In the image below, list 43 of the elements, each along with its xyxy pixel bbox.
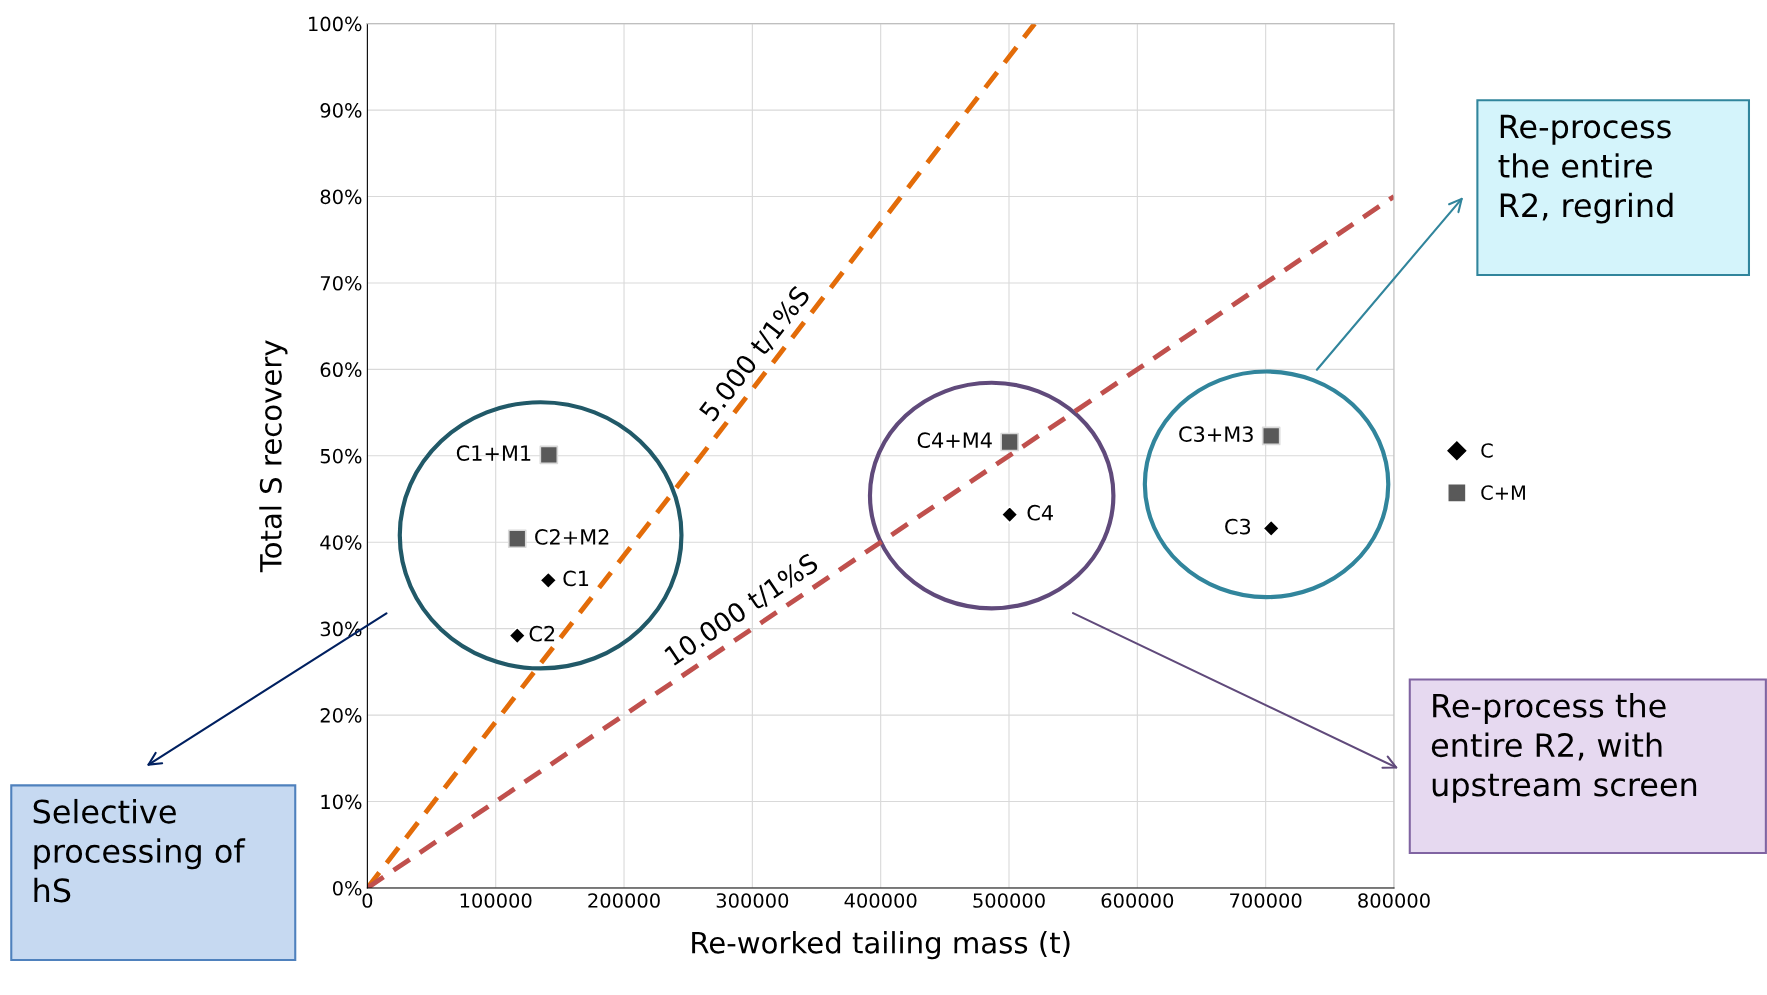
y-tick-label: 90% <box>320 103 362 118</box>
x-tick-label: 100000 <box>460 893 532 908</box>
legend-label: C+M <box>1481 485 1525 500</box>
point <box>1000 432 1019 452</box>
y-tick-label: 50% <box>320 448 362 464</box>
point <box>539 571 558 590</box>
y-tick-label: 20% <box>320 708 362 723</box>
x-tick-label: 800000 <box>1358 893 1430 908</box>
x-tick-label: 0 <box>362 893 373 908</box>
x-tick-label: 300000 <box>716 893 789 908</box>
x-tick-label: 500000 <box>973 893 1045 908</box>
y-tick-label: 0% <box>332 880 362 896</box>
annotation: C4+M4 <box>917 432 992 449</box>
y-tick-label: 60% <box>320 362 362 378</box>
point <box>539 445 559 465</box>
y-tick-label: 100% <box>309 16 362 32</box>
point <box>1262 519 1281 538</box>
point <box>1000 505 1019 524</box>
x-axis-title: Re-worked tailing mass (t) <box>692 931 1070 960</box>
annotation: C1 <box>563 570 589 587</box>
y-tick-label: 40% <box>320 535 362 550</box>
point <box>507 529 527 549</box>
text: Selective processing of hS <box>33 798 246 903</box>
y-tick-label: 80% <box>320 189 362 205</box>
annotation: C3 <box>1225 518 1251 535</box>
annotation: C2+M2 <box>535 529 609 545</box>
x-tick-label: 400000 <box>844 893 917 908</box>
y-tick-label: 10% <box>321 794 362 810</box>
legend-label: C <box>1481 443 1493 458</box>
x-tick-label: 200000 <box>588 893 660 908</box>
annotation: C4 <box>1027 504 1053 521</box>
annotation: C2 <box>529 625 555 642</box>
annotation: C3+M3 <box>1179 426 1253 442</box>
y-tick-label: 70% <box>320 275 362 291</box>
text: Re-process the entire R2, with upstream screen <box>1431 693 1697 803</box>
point <box>508 626 527 645</box>
annotation: C1+M1 <box>456 445 531 461</box>
x-tick-label: 700000 <box>1230 893 1302 908</box>
y-axis-title: Total S recovery <box>259 340 288 573</box>
point <box>1261 426 1281 446</box>
x-tick-label: 600000 <box>1101 893 1174 908</box>
y-tick-label: 30% <box>320 621 362 637</box>
text: Re-process the entire R2, regrind <box>1498 114 1673 224</box>
